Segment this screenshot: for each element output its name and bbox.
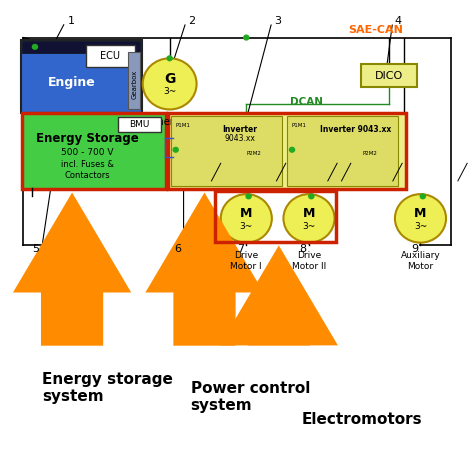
Circle shape — [243, 35, 249, 40]
Text: 500 - 700 V: 500 - 700 V — [61, 148, 113, 157]
Text: Drive
Motor II: Drive Motor II — [292, 252, 326, 271]
FancyBboxPatch shape — [22, 41, 140, 53]
Text: P1M1: P1M1 — [175, 123, 191, 128]
Text: M: M — [240, 207, 253, 220]
Circle shape — [32, 44, 38, 50]
FancyBboxPatch shape — [168, 113, 406, 189]
Text: Contactors: Contactors — [64, 171, 110, 180]
FancyBboxPatch shape — [118, 117, 161, 131]
Text: 7: 7 — [237, 244, 244, 254]
Text: 5: 5 — [33, 244, 39, 254]
Text: 2: 2 — [188, 16, 195, 26]
Circle shape — [173, 147, 179, 153]
Text: BMU: BMU — [129, 120, 150, 129]
FancyBboxPatch shape — [128, 52, 140, 109]
Text: Energy Storage: Energy Storage — [36, 132, 138, 145]
Circle shape — [246, 193, 252, 199]
FancyBboxPatch shape — [287, 116, 398, 186]
Circle shape — [289, 147, 295, 153]
FancyBboxPatch shape — [361, 63, 417, 87]
Text: Gearbox: Gearbox — [131, 70, 137, 99]
Circle shape — [283, 194, 335, 243]
Text: Power control
system: Power control system — [191, 381, 310, 413]
FancyBboxPatch shape — [86, 45, 135, 67]
Text: 4: 4 — [395, 16, 402, 26]
Text: 8: 8 — [300, 244, 307, 254]
Text: DCAN: DCAN — [291, 96, 323, 107]
Text: M: M — [414, 207, 427, 220]
Text: 9: 9 — [411, 244, 418, 254]
FancyBboxPatch shape — [171, 116, 282, 186]
FancyBboxPatch shape — [21, 40, 142, 112]
Text: P2M2: P2M2 — [363, 151, 378, 156]
Circle shape — [419, 193, 426, 199]
Text: Engine: Engine — [48, 76, 96, 90]
Text: ECU: ECU — [100, 51, 120, 61]
Text: incl. Fuses &: incl. Fuses & — [61, 160, 113, 169]
Text: 3~: 3~ — [240, 222, 253, 231]
Text: 3~: 3~ — [414, 222, 427, 231]
Text: Energy storage
system: Energy storage system — [42, 372, 173, 405]
Text: G: G — [164, 72, 175, 86]
Text: DICO: DICO — [375, 71, 403, 81]
Circle shape — [143, 58, 197, 109]
Text: SAE-CAN: SAE-CAN — [348, 25, 403, 36]
Circle shape — [395, 194, 446, 243]
Circle shape — [308, 193, 315, 199]
Text: Generator: Generator — [145, 117, 194, 127]
Circle shape — [221, 194, 272, 243]
Circle shape — [166, 55, 173, 61]
Text: 3: 3 — [274, 16, 281, 26]
Text: Electromotors: Electromotors — [302, 412, 423, 427]
Text: 3~: 3~ — [302, 222, 316, 231]
Text: P2M2: P2M2 — [246, 151, 261, 156]
Text: Inverter 9043.xx: Inverter 9043.xx — [320, 125, 392, 134]
Text: 1: 1 — [67, 16, 74, 26]
Text: M: M — [303, 207, 315, 220]
Text: P1M1: P1M1 — [292, 123, 307, 128]
Text: Auxiliary
Motor: Auxiliary Motor — [401, 252, 440, 271]
Text: Drive
Motor I: Drive Motor I — [230, 252, 262, 271]
Text: 3~: 3~ — [163, 87, 176, 96]
Text: 9043.xx: 9043.xx — [224, 135, 255, 144]
FancyBboxPatch shape — [22, 113, 166, 189]
Text: Inverter: Inverter — [222, 125, 257, 134]
Text: 6: 6 — [174, 244, 181, 254]
